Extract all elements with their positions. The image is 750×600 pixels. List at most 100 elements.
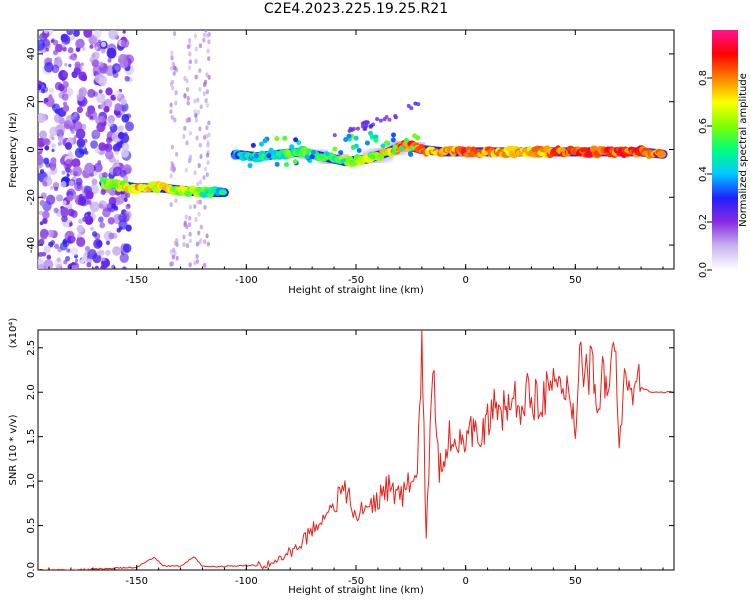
ridge-blob: [360, 124, 365, 129]
noise-blob: [183, 76, 187, 81]
ridge-blob: [370, 154, 376, 160]
noise-blob: [188, 238, 192, 244]
noise-blob: [187, 65, 192, 71]
noise-blob: [172, 166, 177, 172]
noise-blob: [62, 104, 70, 112]
ridge-blob: [369, 134, 375, 140]
noise-blob: [187, 117, 191, 122]
ridge-blob: [391, 132, 397, 138]
noise-blob: [42, 217, 48, 224]
noise-blob: [98, 77, 107, 87]
noise-blob: [170, 166, 174, 172]
noise-blob: [172, 31, 177, 36]
noise-blob: [186, 100, 190, 106]
noise-blob: [193, 170, 197, 176]
noise-blob: [203, 166, 208, 172]
ridge-blob: [283, 161, 289, 167]
noise-blob: [75, 39, 83, 49]
colorbar-gradient: [712, 30, 738, 270]
noise-blob: [54, 43, 63, 53]
noise-blob: [198, 199, 202, 205]
ridge-blob: [412, 133, 418, 139]
noise-blob: [98, 115, 106, 124]
noise-blob: [87, 88, 96, 98]
noise-blob: [114, 103, 123, 112]
noise-blob: [114, 90, 122, 99]
noise-blob: [205, 89, 209, 95]
noise-blob: [93, 30, 102, 39]
noise-blob: [207, 132, 211, 138]
noise-blob: [175, 238, 179, 243]
ridge-blob: [350, 144, 356, 150]
spectrogram-ridge: [95, 101, 672, 201]
noise-blob: [40, 192, 47, 200]
noise-blob: [188, 231, 192, 237]
noise-blob: [93, 171, 98, 176]
noise-blob: [174, 90, 178, 96]
ridge-blob: [380, 143, 386, 149]
noise-blob: [39, 158, 44, 163]
noise-blob: [48, 87, 54, 94]
noise-blob: [62, 71, 69, 78]
y-tick-label: 0.0: [26, 562, 37, 578]
ridge-blob: [250, 142, 256, 148]
noise-blob: [194, 117, 199, 123]
noise-blob: [91, 211, 95, 215]
noise-blob: [111, 203, 117, 209]
noise-blob: [205, 72, 209, 78]
noise-blob: [169, 173, 173, 179]
noise-blob: [125, 203, 131, 210]
ridge-blob: [579, 147, 590, 153]
noise-blob: [84, 215, 94, 225]
noise-blob: [51, 136, 55, 141]
noise-blob: [38, 84, 42, 91]
noise-blob: [193, 260, 197, 266]
y-tick-label: 0: [26, 146, 37, 152]
noise-blob: [204, 98, 208, 103]
noise-blob: [207, 56, 211, 61]
noise-blob: [206, 142, 210, 148]
noise-blob: [73, 112, 78, 117]
noise-blob: [39, 199, 46, 207]
noise-blob: [196, 199, 200, 205]
noise-blob: [45, 161, 51, 168]
noise-blob: [186, 87, 190, 92]
ridge-blob: [353, 135, 359, 141]
noise-blob: [54, 243, 59, 249]
ridge-blob: [387, 117, 392, 122]
noise-blob: [199, 224, 203, 230]
noise-blob: [173, 117, 177, 123]
noise-blob: [100, 93, 106, 99]
noise-blob: [55, 194, 63, 202]
noise-blob: [186, 96, 190, 101]
noise-blob: [74, 147, 85, 158]
ridge-blob: [292, 159, 298, 165]
noise-blob: [65, 255, 71, 262]
noise-blob: [74, 61, 81, 69]
ridge-blob: [390, 137, 396, 143]
noise-blob: [64, 158, 74, 169]
noise-blob: [206, 160, 210, 166]
noise-blob: [196, 97, 200, 103]
noise-blob: [84, 150, 89, 155]
noise-blob: [111, 264, 116, 269]
ridge-blob: [384, 114, 389, 119]
colorbar-tick-label: 0.6: [698, 118, 709, 134]
noise-blob: [62, 200, 67, 205]
noise-blob: [86, 261, 92, 268]
noise-blob: [59, 241, 68, 251]
noise-blob: [182, 242, 186, 247]
noise-blob: [197, 163, 201, 168]
noise-blob: [194, 113, 198, 119]
noise-blob: [39, 130, 48, 140]
ridge-blob: [289, 144, 295, 150]
noise-blob: [102, 208, 111, 218]
noise-blob: [194, 74, 198, 80]
noise-blob: [68, 63, 72, 68]
noise-blob: [119, 252, 129, 263]
noise-blob: [204, 30, 208, 33]
noise-blob: [112, 166, 122, 177]
noise-blob: [53, 207, 59, 214]
noise-blob: [76, 236, 86, 248]
noise-blob: [186, 44, 191, 50]
